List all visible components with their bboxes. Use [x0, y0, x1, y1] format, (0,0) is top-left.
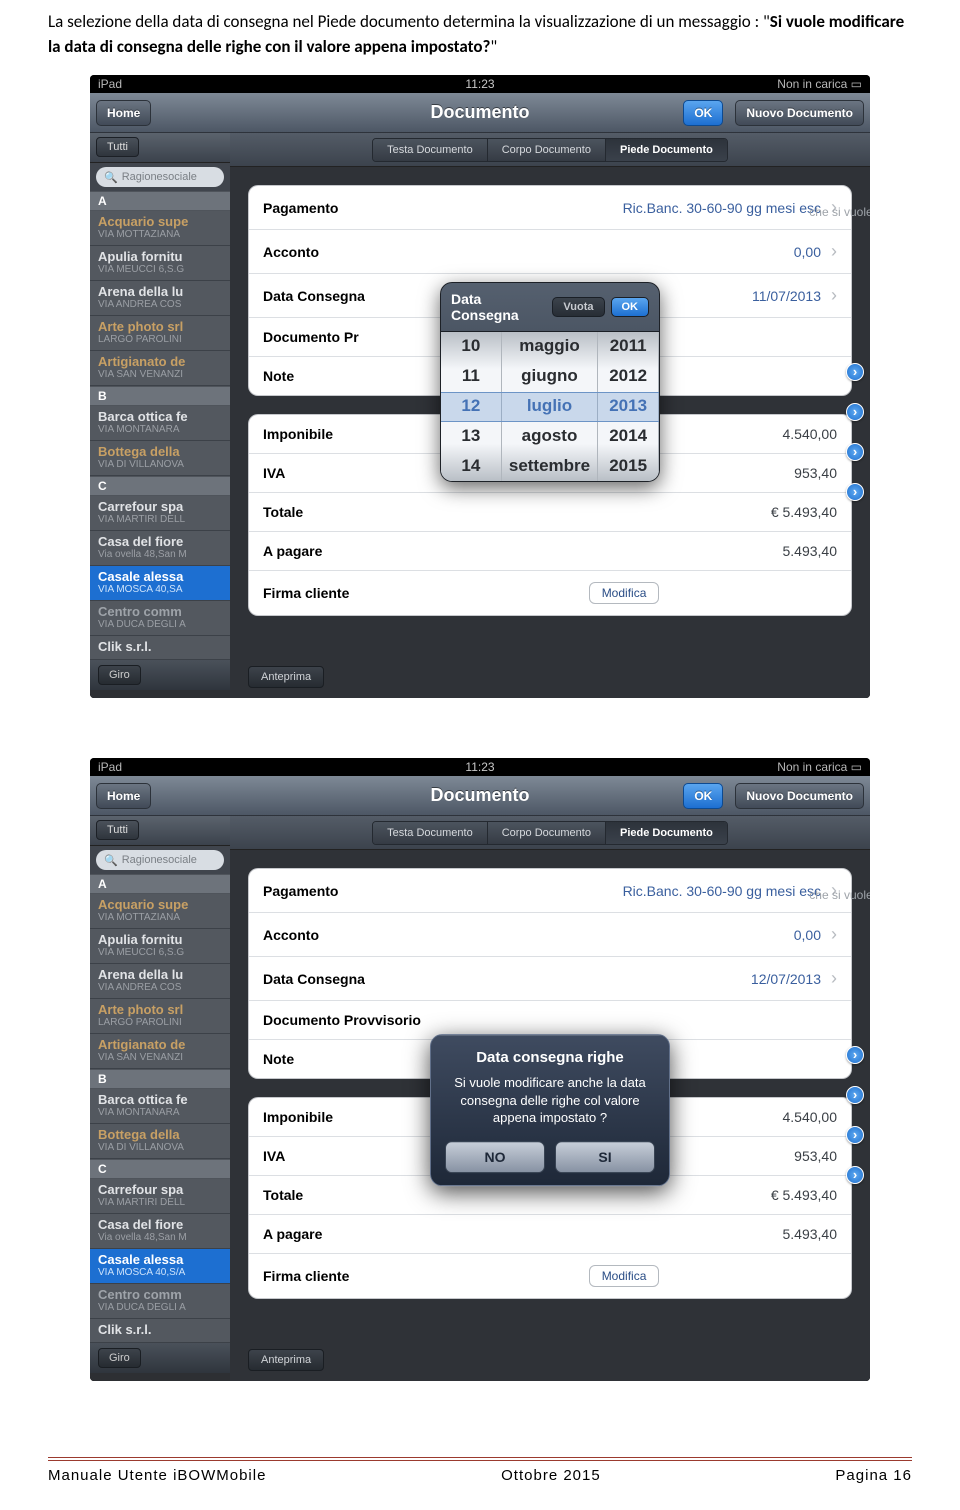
sidebar-item[interactable]: Casale alessaVIA MOSCA 40,SA: [90, 566, 230, 601]
alert-no-button[interactable]: NO: [445, 1141, 545, 1173]
search-input[interactable]: 🔍 Ragionesociale: [96, 167, 224, 187]
chevron-right-icon: ›: [831, 241, 837, 262]
disclosure-icon[interactable]: ›: [846, 483, 864, 501]
chevron-right-icon: ›: [831, 285, 837, 306]
hint-text: che si vuole.: [809, 888, 870, 902]
search-input[interactable]: 🔍 Ragionesociale: [96, 850, 224, 870]
ok-button[interactable]: OK: [683, 100, 723, 126]
screenshot-2: iPad 11:23 Non in carica ▭ Home Document…: [90, 758, 870, 1381]
sidebar: Tutti 🔍 Ragionesociale A Acquario supeVI…: [90, 816, 230, 1381]
sidebar-item[interactable]: Clik s.r.l.: [90, 1319, 230, 1343]
disclosure-icon[interactable]: ›: [846, 1086, 864, 1104]
sidebar-item[interactable]: Casa del fioreVia ovella 48,San M: [90, 531, 230, 566]
vuota-button[interactable]: Vuota: [552, 297, 604, 317]
section-A: A: [90, 191, 230, 211]
sidebar-item[interactable]: Casa del fioreVia ovella 48,San M: [90, 1214, 230, 1249]
month-wheel[interactable]: maggio giugno luglio agosto settembre: [502, 332, 599, 481]
sidebar-item[interactable]: Artigianato deVIA SAN VENANZI: [90, 351, 230, 386]
navbar: Home Documento OK Nuovo Documento: [90, 93, 870, 133]
sidebar-item[interactable]: Centro commVIA DUCA DEGLI A: [90, 1284, 230, 1319]
picker-ok-button[interactable]: OK: [611, 297, 650, 317]
sidebar-item[interactable]: Apulia fornituVIA MEUCCI 6,S.G: [90, 929, 230, 964]
alert-message: Si vuole modificare anche la data conseg…: [445, 1074, 655, 1127]
disclosure-icon[interactable]: ›: [846, 363, 864, 381]
sidebar-item[interactable]: Arena della luVIA ANDREA COS: [90, 281, 230, 316]
tutti-button[interactable]: Tutti: [96, 820, 139, 840]
hint-text: che si vuole.: [809, 205, 870, 219]
navbar: Home Documento OK Nuovo Documento: [90, 776, 870, 816]
chevron-right-icon: ›: [831, 924, 837, 945]
home-button[interactable]: Home: [96, 783, 151, 809]
tab-testa[interactable]: Testa Documento: [373, 139, 488, 161]
chevron-right-icon: ›: [831, 968, 837, 989]
footer-left: Manuale Utente iBOWMobile: [48, 1467, 266, 1484]
sidebar-item[interactable]: Casale alessaVIA MOSCA 40,S/A: [90, 1249, 230, 1284]
alert-dialog: Data consegna righe Si vuole modificare …: [430, 1034, 670, 1186]
section-B: B: [90, 1069, 230, 1089]
page-title: Documento: [431, 102, 530, 123]
sidebar-item[interactable]: Bottega dellaVIA DI VILLANOVA: [90, 1124, 230, 1159]
status-bar: iPad 11:23 Non in carica ▭: [90, 758, 870, 776]
anteprima-button[interactable]: Anteprima: [248, 666, 324, 688]
alert-title: Data consegna righe: [445, 1049, 655, 1066]
screenshot-1: iPad 11:23 Non in carica ▭ Home Document…: [90, 75, 870, 698]
tutti-button[interactable]: Tutti: [96, 137, 139, 157]
year-wheel[interactable]: 2011 2012 2013 2014 2015: [598, 332, 659, 481]
sidebar-item[interactable]: Artigianato deVIA SAN VENANZI: [90, 1034, 230, 1069]
tab-corpo[interactable]: Corpo Documento: [488, 822, 606, 844]
modifica-button[interactable]: Modifica: [589, 582, 660, 604]
disclosure-icon[interactable]: ›: [846, 1166, 864, 1184]
segmented-tabs[interactable]: Testa Documento Corpo Documento Piede Do…: [372, 138, 728, 162]
sidebar-item[interactable]: Acquario supeVIA MOTTAZIANA: [90, 894, 230, 929]
disclosure-icon[interactable]: ›: [846, 1046, 864, 1064]
section-C: C: [90, 476, 230, 496]
sidebar-item[interactable]: Clik s.r.l.: [90, 636, 230, 660]
page-footer: Manuale Utente iBOWMobile Ottobre 2015 P…: [48, 1457, 912, 1484]
sidebar-item[interactable]: Carrefour spaVIA MARTIRI DELL: [90, 1179, 230, 1214]
section-B: B: [90, 386, 230, 406]
footer-right: Pagina 16: [835, 1467, 912, 1484]
new-document-button[interactable]: Nuovo Documento: [735, 783, 864, 809]
giro-button[interactable]: Giro: [98, 665, 141, 685]
home-button[interactable]: Home: [96, 100, 151, 126]
tab-corpo[interactable]: Corpo Documento: [488, 139, 606, 161]
modifica-button[interactable]: Modifica: [589, 1265, 660, 1287]
tab-piede[interactable]: Piede Documento: [606, 139, 727, 161]
segmented-tabs[interactable]: Testa Documento Corpo Documento Piede Do…: [372, 821, 728, 845]
tab-testa[interactable]: Testa Documento: [373, 822, 488, 844]
tab-piede[interactable]: Piede Documento: [606, 822, 727, 844]
sidebar-item[interactable]: Barca ottica feVIA MONTANARA: [90, 1089, 230, 1124]
alert-si-button[interactable]: SI: [555, 1141, 655, 1173]
intro-text: La selezione della data di consegna nel …: [48, 10, 912, 59]
sidebar: Tutti 🔍 Ragionesociale A Acquario supeVI…: [90, 133, 230, 698]
sidebar-item[interactable]: Centro commVIA DUCA DEGLI A: [90, 601, 230, 636]
sidebar-item[interactable]: Arte photo srlLARGO PAROLINI: [90, 999, 230, 1034]
status-bar: iPad 11:23 Non in carica ▭: [90, 75, 870, 93]
sidebar-item[interactable]: Arena della luVIA ANDREA COS: [90, 964, 230, 999]
sidebar-item[interactable]: Carrefour spaVIA MARTIRI DELL: [90, 496, 230, 531]
new-document-button[interactable]: Nuovo Documento: [735, 100, 864, 126]
giro-button[interactable]: Giro: [98, 1348, 141, 1368]
sidebar-item[interactable]: Apulia fornituVIA MEUCCI 6,S.G: [90, 246, 230, 281]
footer-center: Ottobre 2015: [501, 1467, 601, 1484]
sidebar-item[interactable]: Arte photo srlLARGO PAROLINI: [90, 316, 230, 351]
day-wheel[interactable]: 10 11 12 13 14: [441, 332, 502, 481]
main-area: Testa Documento Corpo Documento Piede Do…: [230, 816, 870, 1381]
disclosure-icon[interactable]: ›: [846, 1126, 864, 1144]
disclosure-icon[interactable]: ›: [846, 443, 864, 461]
ok-button[interactable]: OK: [683, 783, 723, 809]
picker-title: Data Consegna: [451, 291, 546, 323]
sidebar-item[interactable]: Barca ottica feVIA MONTANARA: [90, 406, 230, 441]
section-C: C: [90, 1159, 230, 1179]
main-area: Testa Documento Corpo Documento Piede Do…: [230, 133, 870, 698]
sidebar-item[interactable]: Acquario supeVIA MOTTAZIANA: [90, 211, 230, 246]
section-A: A: [90, 874, 230, 894]
disclosure-icon[interactable]: ›: [846, 403, 864, 421]
page-title: Documento: [431, 785, 530, 806]
sidebar-item[interactable]: Bottega dellaVIA DI VILLANOVA: [90, 441, 230, 476]
date-picker-popup: Data Consegna Vuota OK 10 11 12 13 1: [440, 282, 660, 482]
anteprima-button[interactable]: Anteprima: [248, 1349, 324, 1371]
